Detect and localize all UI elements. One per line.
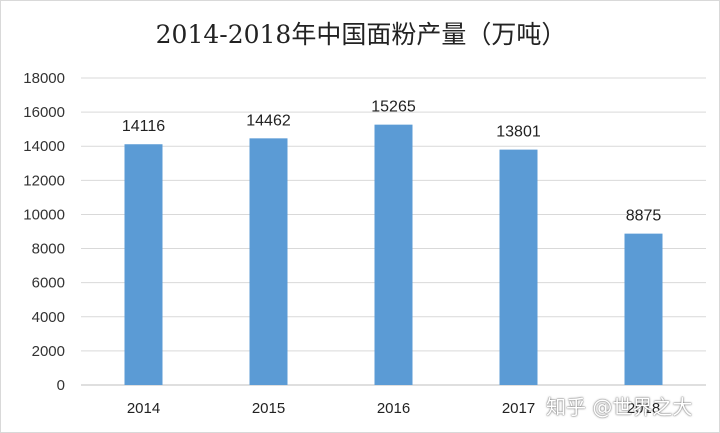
- data-label: 8875: [626, 208, 662, 225]
- y-tick-label: 6000: [32, 275, 65, 292]
- bar: [624, 233, 663, 385]
- y-tick-label: 2000: [32, 343, 65, 360]
- data-label: 14462: [246, 112, 291, 129]
- x-tick-label: 2015: [252, 400, 285, 417]
- bar: [374, 124, 413, 385]
- bar: [124, 144, 163, 385]
- data-label: 14116: [122, 118, 165, 135]
- x-tick-label: 2016: [377, 400, 410, 417]
- y-tick-label: 4000: [32, 309, 65, 326]
- data-label: 13801: [496, 124, 541, 141]
- y-tick-label: 14000: [23, 138, 65, 155]
- y-tick-label: 16000: [23, 104, 65, 121]
- y-tick-label: 8000: [32, 241, 65, 258]
- x-tick-label: 2017: [502, 400, 535, 417]
- y-tick-label: 18000: [23, 70, 65, 87]
- x-tick-label: 2014: [127, 400, 160, 417]
- data-label: 15265: [371, 99, 416, 116]
- bar: [249, 138, 288, 385]
- y-tick-label: 0: [57, 377, 65, 394]
- bar: [499, 149, 538, 385]
- chart-title: 2014-2018年中国面粉产量（万吨）: [155, 20, 567, 49]
- x-tick-label: 2018: [627, 400, 660, 417]
- watermark: 知乎 @世界之大: [546, 395, 693, 419]
- y-tick-label: 10000: [23, 206, 65, 223]
- y-tick-label: 12000: [23, 172, 65, 189]
